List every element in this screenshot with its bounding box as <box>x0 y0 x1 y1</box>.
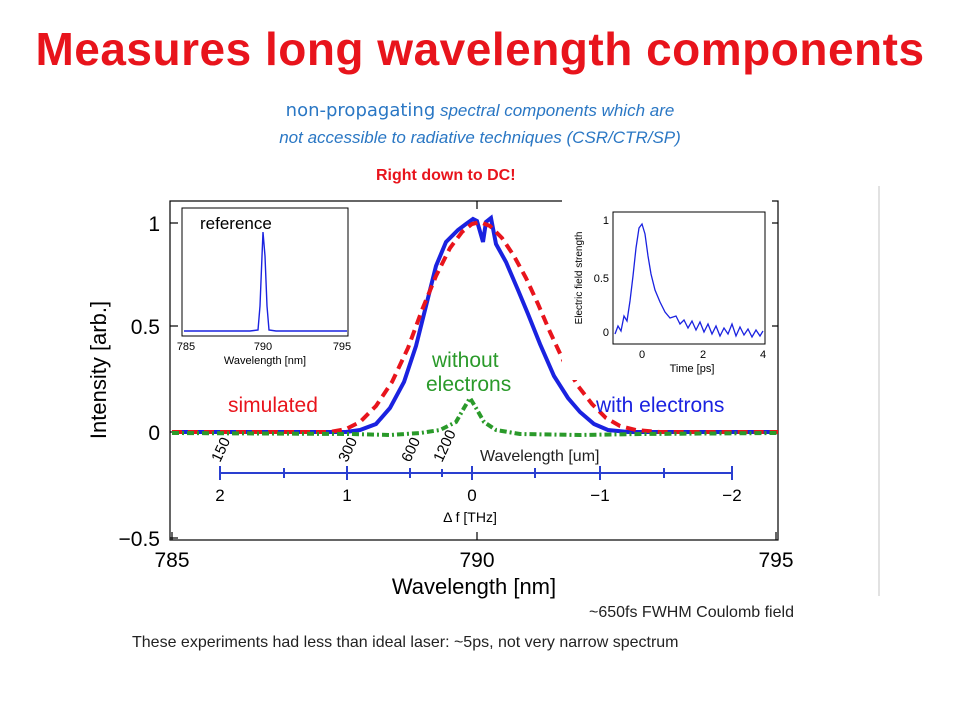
label-without: without <box>431 349 499 372</box>
thz-label: Δ f [THz] <box>443 509 497 525</box>
with-electrons-curve <box>172 214 778 434</box>
subtitle-italic-1: spectral components which are <box>435 101 675 120</box>
wl-tick-1200: 1200 <box>430 427 460 464</box>
thz-tick-2: 2 <box>215 486 224 505</box>
inset-ref-title: reference <box>200 214 272 233</box>
main-ylabel: Intensity [arb.] <box>86 301 111 439</box>
inset-time: 1 0.5 0 0 2 4 Time [ps] Electric field s… <box>562 200 772 380</box>
inset-ref-xlabel: Wavelength [nm] <box>224 355 306 367</box>
x-tick-785: 785 <box>154 549 189 572</box>
simulated-curve <box>172 219 778 434</box>
inset-time-xtick-0: 0 <box>639 349 645 361</box>
inset-time-ytick-1: 1 <box>603 215 609 227</box>
wavelength-label: Wavelength [um] <box>480 448 599 465</box>
wl-tick-300: 300 <box>335 435 361 465</box>
inset-time-ylabel: Electric field strength <box>574 232 585 325</box>
x-tick-790: 790 <box>459 549 494 572</box>
wl-tick-600: 600 <box>398 435 424 465</box>
subtitle-line-2: not accessible to radiative techniques (… <box>279 128 681 147</box>
inset-reference: reference 785 790 795 Wavelength [nm] <box>177 206 352 367</box>
wl-tick-150: 150 <box>208 435 234 465</box>
main-xlabel: Wavelength [nm] <box>392 574 556 599</box>
inset-time-ytick-0.5: 0.5 <box>594 273 609 285</box>
thz-tick-1: 1 <box>342 486 351 505</box>
inset-ref-xtick-790: 790 <box>254 341 272 353</box>
without-electrons-curve <box>171 394 779 438</box>
inset-time-xtick-4: 4 <box>760 349 766 361</box>
inset-time-xlabel: Time [ps] <box>670 363 715 375</box>
wavelength-label-bg <box>476 441 636 465</box>
thz-tick-neg1: −1 <box>590 486 609 505</box>
inset-time-curve <box>614 222 764 339</box>
y-tick-neg0.5: −0.5 <box>119 528 160 551</box>
label-with-electrons: with electrons <box>595 394 724 417</box>
inset-time-ytick-0: 0 <box>603 327 609 339</box>
fwhm-note: ~650fs FWHM Coulomb field <box>589 604 794 621</box>
inset-time-xtick-2: 2 <box>700 349 706 361</box>
laser-note: These experiments had less than ideal la… <box>132 634 679 651</box>
thz-tick-0: 0 <box>467 486 476 505</box>
inset-ref-xtick-785: 785 <box>177 341 195 353</box>
inset-ref-xtick-795: 795 <box>333 341 351 353</box>
subtitle-normal: non-propagating <box>285 100 436 121</box>
thz-tick-neg2: −2 <box>722 486 741 505</box>
x-tick-795: 795 <box>758 549 793 572</box>
label-simulated: simulated <box>228 394 318 417</box>
y-tick-0.5: 0.5 <box>131 316 160 339</box>
y-tick-0: 0 <box>148 422 160 445</box>
subtitle-line-1: non-propagating spectral components whic… <box>0 100 960 121</box>
spectrum-figure: 1 0.5 0 −0.5 785 790 795 Wavelength [nm]… <box>86 186 880 599</box>
main-plot-frame <box>169 200 779 541</box>
right-down-to-dc: Right down to DC! <box>376 167 516 184</box>
y-tick-1: 1 <box>148 213 160 236</box>
label-electrons: electrons <box>426 373 511 396</box>
inset-ref-curve <box>184 231 347 332</box>
slide-title: Measures long wavelength components <box>35 23 925 75</box>
